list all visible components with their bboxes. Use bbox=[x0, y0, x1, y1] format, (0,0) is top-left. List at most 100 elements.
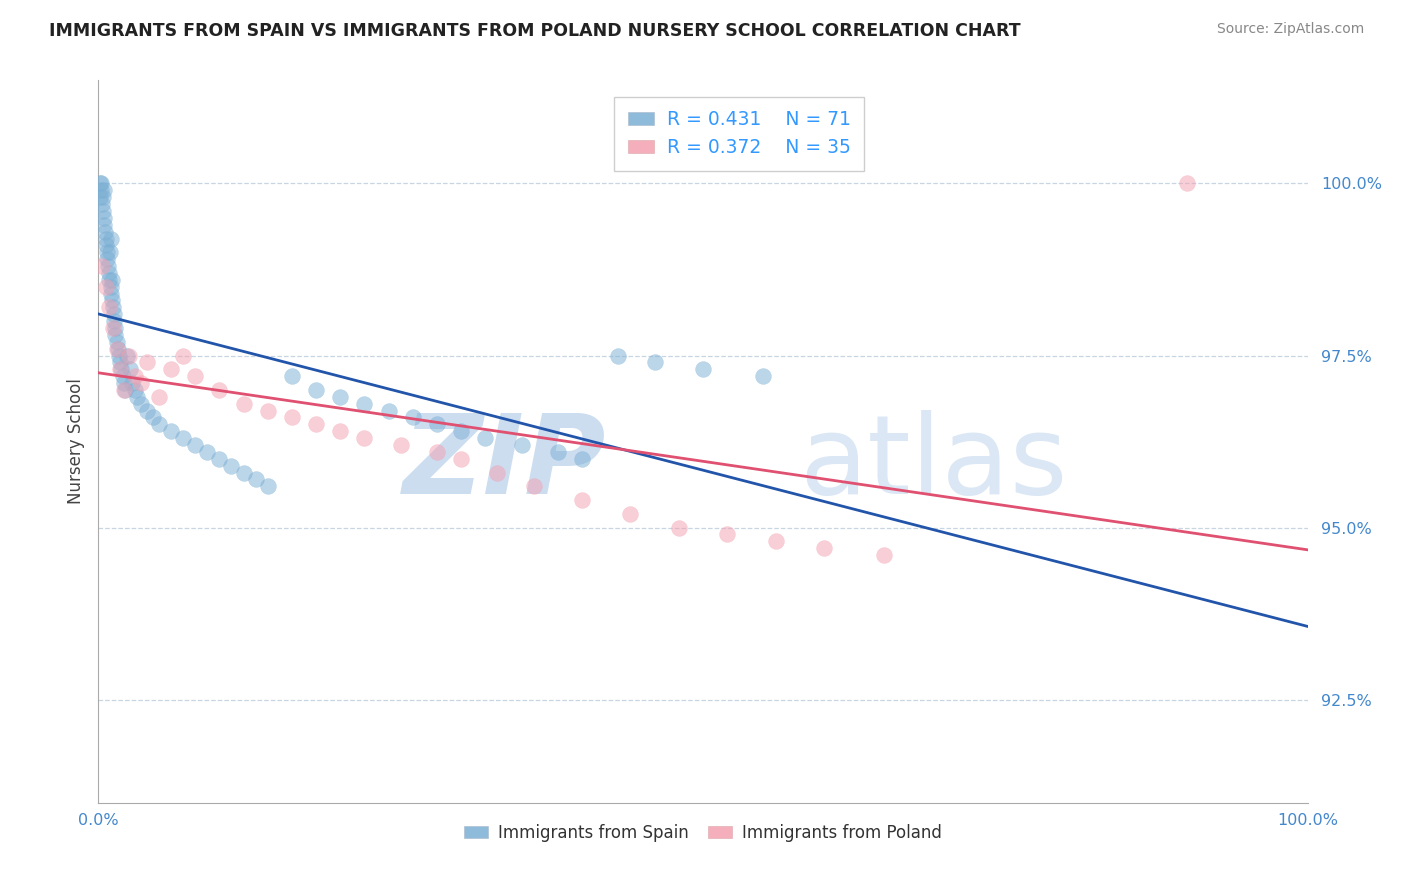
Legend: Immigrants from Spain, Immigrants from Poland: Immigrants from Spain, Immigrants from P… bbox=[458, 817, 948, 848]
Point bbox=[353, 397, 375, 411]
Point bbox=[160, 424, 183, 438]
Point bbox=[1175, 177, 1198, 191]
Point bbox=[97, 259, 120, 273]
Point bbox=[232, 397, 254, 411]
Point bbox=[124, 383, 146, 397]
Point bbox=[108, 362, 131, 376]
Point bbox=[96, 252, 118, 267]
Point bbox=[111, 369, 134, 384]
Point bbox=[329, 424, 352, 438]
Point bbox=[245, 472, 267, 486]
Point bbox=[281, 410, 304, 425]
Point bbox=[100, 279, 122, 293]
Point bbox=[110, 362, 132, 376]
Point bbox=[112, 376, 135, 390]
Point bbox=[94, 225, 117, 239]
Point bbox=[98, 273, 121, 287]
Point bbox=[94, 231, 117, 245]
Point bbox=[547, 445, 569, 459]
Point bbox=[208, 383, 231, 397]
Point bbox=[402, 410, 425, 425]
Point bbox=[389, 438, 412, 452]
Point bbox=[668, 520, 690, 534]
Point bbox=[377, 403, 399, 417]
Point bbox=[118, 362, 141, 376]
Point bbox=[127, 390, 149, 404]
Point bbox=[101, 321, 124, 335]
Point bbox=[184, 438, 207, 452]
Point bbox=[256, 403, 278, 417]
Point bbox=[148, 390, 170, 404]
Point bbox=[91, 204, 114, 219]
Point bbox=[571, 493, 593, 508]
Point bbox=[107, 342, 129, 356]
Point bbox=[117, 349, 139, 363]
Point bbox=[474, 431, 496, 445]
Point bbox=[94, 279, 117, 293]
Point bbox=[221, 458, 243, 473]
Point bbox=[124, 369, 146, 384]
Point bbox=[103, 307, 125, 321]
Text: ZIP: ZIP bbox=[402, 409, 606, 516]
Point bbox=[692, 362, 714, 376]
Point bbox=[184, 369, 207, 384]
Point bbox=[93, 183, 115, 197]
Point bbox=[305, 417, 328, 432]
Point bbox=[353, 431, 375, 445]
Point bbox=[426, 417, 449, 432]
Point bbox=[450, 451, 472, 466]
Y-axis label: Nursery School: Nursery School bbox=[66, 378, 84, 505]
Point bbox=[90, 177, 112, 191]
Point bbox=[108, 355, 131, 369]
Text: atlas: atlas bbox=[800, 409, 1069, 516]
Point bbox=[135, 403, 157, 417]
Point bbox=[172, 349, 194, 363]
Point bbox=[89, 177, 111, 191]
Point bbox=[813, 541, 835, 556]
Point bbox=[98, 301, 121, 315]
Point bbox=[208, 451, 231, 466]
Point bbox=[873, 548, 896, 562]
Point bbox=[91, 190, 114, 204]
Point bbox=[91, 259, 114, 273]
Point bbox=[172, 431, 194, 445]
Point bbox=[91, 197, 114, 211]
Point bbox=[450, 424, 472, 438]
Point bbox=[329, 390, 352, 404]
Point bbox=[118, 349, 141, 363]
Point bbox=[135, 355, 157, 369]
Point bbox=[90, 183, 112, 197]
Point bbox=[103, 314, 125, 328]
Point bbox=[607, 349, 630, 363]
Text: Source: ZipAtlas.com: Source: ZipAtlas.com bbox=[1216, 22, 1364, 37]
Point bbox=[105, 342, 128, 356]
Point bbox=[101, 301, 124, 315]
Point bbox=[129, 376, 152, 390]
Point bbox=[104, 327, 127, 342]
Point bbox=[97, 266, 120, 280]
Point bbox=[195, 445, 218, 459]
Point bbox=[100, 231, 122, 245]
Text: IMMIGRANTS FROM SPAIN VS IMMIGRANTS FROM POLAND NURSERY SCHOOL CORRELATION CHART: IMMIGRANTS FROM SPAIN VS IMMIGRANTS FROM… bbox=[49, 22, 1021, 40]
Point bbox=[305, 383, 328, 397]
Point bbox=[105, 334, 128, 349]
Point bbox=[104, 321, 127, 335]
Point bbox=[716, 527, 738, 541]
Point bbox=[486, 466, 509, 480]
Point bbox=[142, 410, 165, 425]
Point bbox=[93, 218, 115, 232]
Point bbox=[523, 479, 546, 493]
Point bbox=[100, 273, 122, 287]
Point bbox=[108, 349, 131, 363]
Point bbox=[121, 376, 143, 390]
Point bbox=[112, 383, 135, 397]
Point bbox=[281, 369, 304, 384]
Point bbox=[93, 211, 115, 225]
Point bbox=[619, 507, 641, 521]
Point bbox=[644, 355, 666, 369]
Point bbox=[510, 438, 533, 452]
Point bbox=[96, 245, 118, 260]
Point bbox=[129, 397, 152, 411]
Point bbox=[160, 362, 183, 376]
Point bbox=[89, 190, 111, 204]
